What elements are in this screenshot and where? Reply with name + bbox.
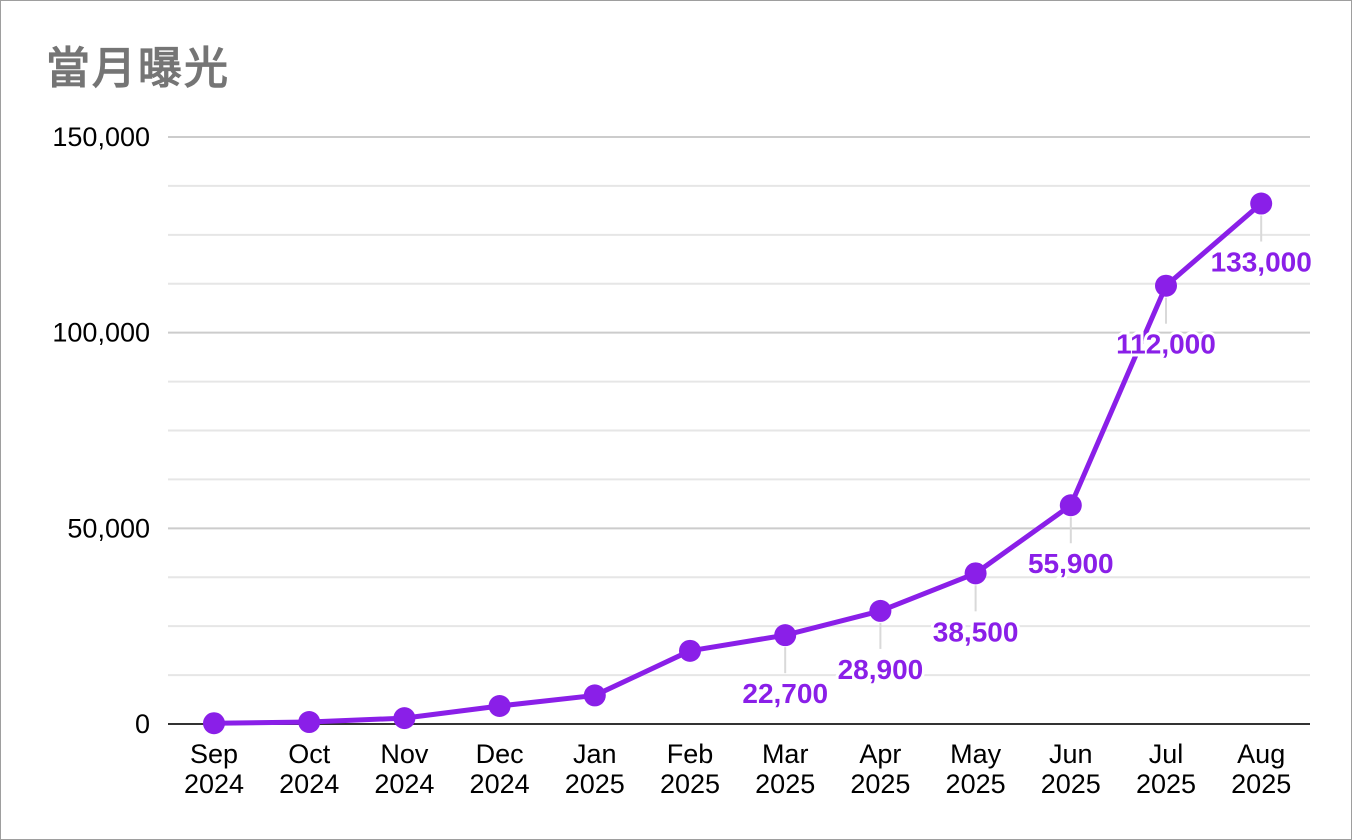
data-point[interactable] <box>774 624 797 647</box>
x-tick-label-month: Apr <box>859 739 901 769</box>
x-tick-label-month: Sep <box>190 739 238 769</box>
x-tick-label-month: May <box>950 739 1002 769</box>
y-tick-label: 50,000 <box>67 513 150 543</box>
chart-title: 當月曝光 <box>46 43 230 94</box>
series-line <box>211 201 1264 726</box>
x-tick-label-year: 2025 <box>850 769 910 799</box>
x-tick-label-month: Oct <box>288 739 331 769</box>
gridlines <box>168 136 1310 677</box>
data-label: 22,700 <box>742 678 828 709</box>
x-axis: Sep2024Oct2024Nov2024Dec2024Jan2025Feb20… <box>168 723 1310 799</box>
data-label: 28,900 <box>838 654 924 685</box>
y-tick-label: 0 <box>135 709 150 739</box>
x-tick-label-year: 2025 <box>755 769 815 799</box>
x-tick-label-year: 2025 <box>1041 769 1101 799</box>
x-tick-label-month: Jul <box>1149 739 1184 769</box>
data-label: 38,500 <box>933 616 1019 647</box>
x-tick-label-year: 2025 <box>946 769 1006 799</box>
x-tick-label-month: Nov <box>380 739 429 769</box>
x-tick-label-year: 2025 <box>565 769 625 799</box>
data-point[interactable] <box>1155 274 1177 297</box>
x-tick-label-year: 2024 <box>279 769 339 799</box>
x-tick-label-month: Jan <box>573 739 617 769</box>
x-tick-label-month: Feb <box>667 739 714 769</box>
x-tick-label-month: Mar <box>762 739 809 769</box>
data-label: 55,900 <box>1028 548 1114 579</box>
y-tick-label: 100,000 <box>52 318 150 348</box>
data-point[interactable] <box>583 684 606 707</box>
data-point[interactable] <box>1059 494 1082 517</box>
y-axis: 0 50,000 100,000 150,000 <box>52 122 150 739</box>
data-labels: 22,700 28,900 38,500 55,900 112,000 133,000 <box>739 244 1314 713</box>
data-point[interactable] <box>964 562 987 585</box>
y-tick-label: 150,000 <box>52 122 150 152</box>
x-tick-label-month: Aug <box>1237 739 1285 769</box>
x-tick-label-year: 2025 <box>1231 769 1291 799</box>
data-point[interactable] <box>488 694 511 717</box>
x-tick-label-month: Jun <box>1049 739 1093 769</box>
data-point[interactable] <box>679 639 701 662</box>
data-point[interactable] <box>393 707 416 730</box>
x-tick-label-year: 2025 <box>660 769 720 799</box>
data-label: 112,000 <box>1116 329 1216 360</box>
x-tick-label-year: 2025 <box>1136 769 1196 799</box>
x-tick-label-month: Dec <box>476 739 524 769</box>
x-tick-label-year: 2024 <box>184 769 244 799</box>
data-point[interactable] <box>203 712 225 735</box>
label-leaders <box>784 215 1263 674</box>
data-label: 133,000 <box>1211 247 1312 278</box>
series <box>203 192 1273 735</box>
data-point[interactable] <box>1250 192 1273 215</box>
x-tick-label-year: 2024 <box>374 769 434 799</box>
x-tick-label-year: 2024 <box>470 769 530 799</box>
data-point[interactable] <box>298 711 321 734</box>
data-point[interactable] <box>869 599 892 622</box>
